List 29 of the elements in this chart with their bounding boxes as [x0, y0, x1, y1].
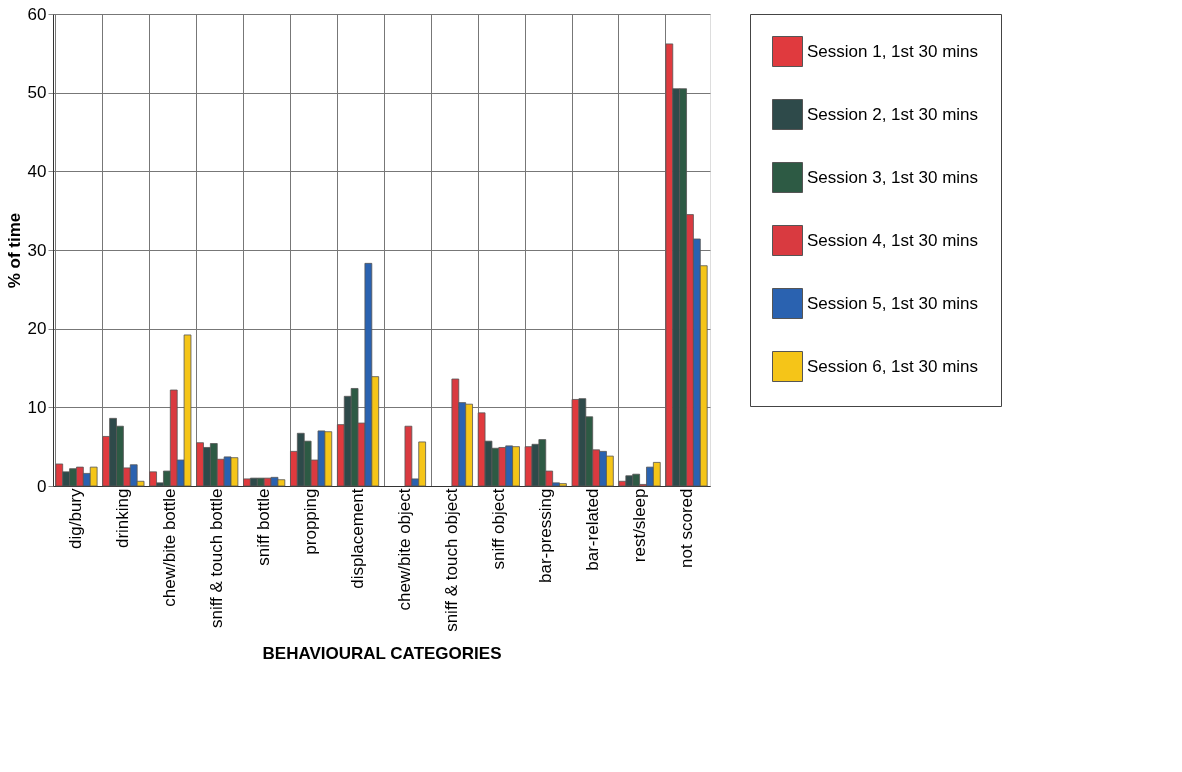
- legend-label: Session 3, 1st 30 mins: [807, 167, 979, 187]
- legend-label: Session 1, 1st 30 mins: [807, 41, 979, 61]
- x-tick-label: sniff bottle: [254, 488, 274, 566]
- y-tick-label: 60: [27, 4, 47, 24]
- legend-label: Session 5, 1st 30 mins: [807, 293, 979, 313]
- x-tick-label: sniff & touch object: [441, 488, 461, 632]
- y-axis-title: % of time: [4, 212, 24, 289]
- y-tick-label: 0: [37, 476, 47, 496]
- y-tick-label: 50: [27, 83, 47, 103]
- x-tick-label: chew/bite bottle: [160, 488, 180, 607]
- x-tick-label: sniff object: [488, 488, 508, 570]
- legend-label: Session 6, 1st 30 mins: [807, 356, 979, 376]
- x-axis-title: BEHAVIOURAL CATEGORIES: [262, 643, 502, 663]
- x-tick-label: bar-related: [582, 488, 602, 571]
- x-tick-label: not scored: [676, 488, 696, 568]
- x-tick-label: chew/bite object: [394, 488, 414, 611]
- x-tick-label: displacement: [348, 488, 368, 589]
- x-tick-label: dig/bury: [66, 488, 86, 549]
- y-tick-label: 10: [27, 397, 47, 417]
- x-tick-label: drinking: [113, 488, 133, 549]
- legend-label: Session 4, 1st 30 mins: [807, 230, 979, 250]
- legend-label: Session 2, 1st 30 mins: [807, 104, 979, 124]
- x-tick-label: sniff & touch bottle: [207, 488, 227, 629]
- y-tick-label: 30: [27, 240, 47, 260]
- x-tick-label: propping: [301, 488, 321, 555]
- x-tick-label: rest/sleep: [629, 488, 649, 563]
- x-tick-label: bar-pressing: [535, 488, 555, 583]
- y-tick-label: 40: [27, 161, 47, 181]
- y-tick-label: 20: [27, 319, 47, 339]
